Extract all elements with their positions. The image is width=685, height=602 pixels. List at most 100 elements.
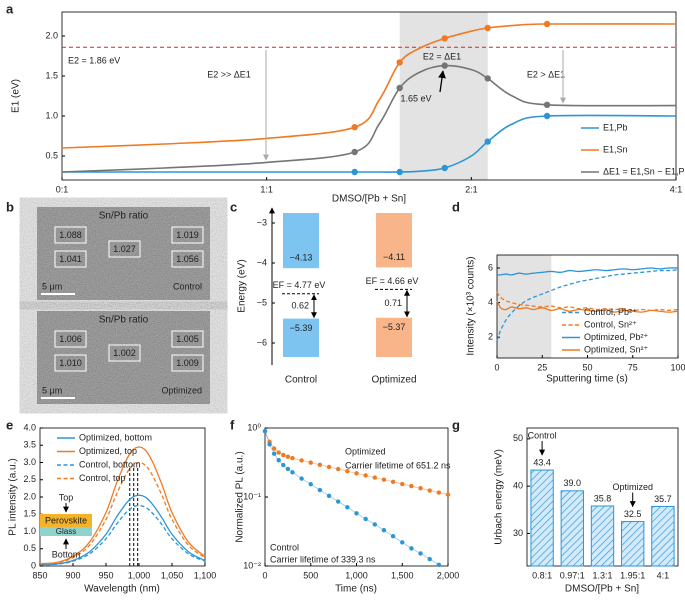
- legend-label: Optimized, Pb²⁺: [584, 332, 649, 342]
- legend-label: Control, top: [79, 473, 126, 483]
- y-axis-label: Urbach energy (meV): [494, 449, 505, 545]
- threshold-label: E2 = 1.86 eV: [68, 56, 120, 66]
- data-point: [276, 458, 281, 463]
- series-line: [39, 494, 206, 566]
- legend-label: E1,Sn: [603, 144, 628, 154]
- data-point: [354, 471, 359, 476]
- data-point: [381, 477, 387, 482]
- series-line: [39, 504, 206, 566]
- valence-band: [283, 318, 319, 357]
- ratio-value: 1.009: [176, 358, 199, 368]
- value-label: 43.4: [533, 457, 551, 467]
- bar: [621, 521, 645, 567]
- series-line: [61, 23, 677, 149]
- data-point: [381, 528, 387, 533]
- data-point: [276, 450, 281, 455]
- y-tick-label: 1.0: [23, 526, 36, 536]
- data-point: [271, 446, 277, 451]
- annotation: 1.65 eV: [400, 93, 431, 103]
- panel-label: c: [230, 199, 237, 214]
- series-marker: [441, 62, 448, 69]
- x-tick-label: 500: [303, 570, 318, 580]
- data-point: [336, 499, 341, 504]
- data-point: [262, 428, 268, 434]
- series-line: [496, 269, 679, 341]
- x-tick-label: 1,000: [345, 570, 368, 580]
- data-point: [409, 483, 414, 489]
- x-tick-label: 1,050: [161, 570, 184, 580]
- legend-label: E1,Pb: [603, 122, 628, 132]
- y-axis-label: Normalized PL (a.u.): [235, 451, 246, 542]
- ratio-box: [171, 354, 204, 372]
- category-label: Optimized: [371, 375, 416, 386]
- legend-label: Optimized, Sn²⁺: [584, 344, 649, 354]
- x-tick-label: 25: [537, 362, 547, 372]
- y-tick-label: −5: [257, 297, 267, 307]
- scale-label: 5 μm: [42, 385, 62, 395]
- data-point: [281, 452, 286, 458]
- y-tick-label: −6: [257, 337, 267, 347]
- y-tick-label: 4: [488, 297, 493, 307]
- data-point: [390, 534, 396, 539]
- legend-label: ΔE1 = E1,Sn − E1,Pb: [603, 166, 685, 176]
- legend-label: Optimized, top: [79, 446, 137, 456]
- x-tick-label: 950: [98, 570, 113, 580]
- y-tick-label: 6: [488, 262, 493, 272]
- plot-frame: [61, 11, 677, 181]
- series-label: Optimized: [345, 446, 386, 456]
- image-name: Control: [173, 281, 202, 291]
- ratio-value: 1.088: [59, 230, 82, 240]
- data-point: [409, 546, 414, 551]
- bar: [651, 505, 675, 567]
- x-tick-label: 1.95:1: [620, 570, 645, 580]
- legend-label: Control, Pb²⁺: [584, 307, 637, 317]
- annotation: E2 = ΔE1: [423, 51, 461, 61]
- y-tick-label: 2: [488, 332, 493, 342]
- x-tick-label: 0:1: [56, 184, 69, 194]
- layer-label: Glass: [56, 527, 76, 536]
- conduction-band: [376, 213, 412, 268]
- x-tick-label: 1,100: [194, 570, 217, 580]
- series-annotation: Carrier lifetime of 651.2 ns: [345, 460, 451, 470]
- ratio-box: [171, 330, 204, 348]
- annotation-arrow: [438, 70, 446, 93]
- data-point: [436, 490, 442, 495]
- series-marker: [351, 148, 358, 156]
- x-tick-label: 2:1: [465, 184, 478, 194]
- series-line: [39, 461, 206, 565]
- panel-label: d: [452, 199, 460, 214]
- data-point: [317, 462, 323, 467]
- bar: [530, 469, 554, 567]
- level-label: −5.39: [290, 323, 313, 333]
- data-point: [372, 522, 377, 527]
- ratio-box: [54, 354, 87, 372]
- x-axis-label: DMSO/[Pb + Sn]: [332, 194, 406, 205]
- shaded-region: [497, 255, 552, 358]
- data-point: [308, 482, 313, 487]
- data-point: [299, 476, 304, 481]
- data-point: [418, 551, 423, 556]
- data-point: [281, 462, 286, 468]
- y-tick-label: −4: [257, 257, 267, 267]
- panel-label: b: [6, 199, 14, 214]
- bar: [560, 490, 584, 567]
- series-annotation: Carrier lifetime of 339.3 ns: [270, 554, 376, 564]
- annotation: E2 > ΔE1: [527, 69, 565, 79]
- y-tick-label: 2.0: [23, 491, 36, 501]
- data-point: [427, 488, 432, 493]
- series-line: [496, 267, 679, 276]
- ratio-value: 1.056: [176, 254, 199, 264]
- series-marker: [351, 124, 358, 131]
- data-point: [290, 455, 295, 461]
- series-marker: [351, 168, 358, 176]
- y-tick-label: 0.5: [23, 543, 36, 553]
- bar-note: Control: [528, 430, 557, 440]
- inset-label: Top: [59, 492, 74, 502]
- x-tick-label: 0.8:1: [532, 570, 552, 580]
- valence-band: [376, 317, 412, 357]
- data-point: [390, 479, 396, 485]
- x-tick-label: 900: [65, 570, 80, 580]
- ratio-box: [171, 226, 204, 244]
- legend-label: Optimized, bottom: [79, 432, 152, 442]
